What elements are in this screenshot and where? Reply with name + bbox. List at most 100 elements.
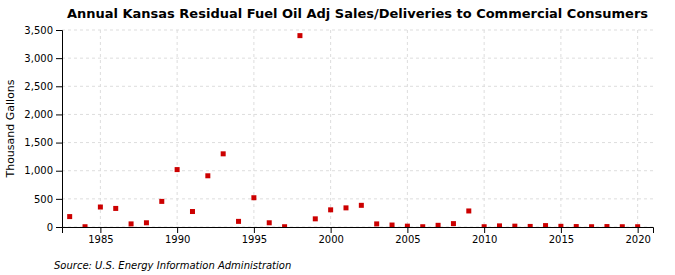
point	[328, 207, 333, 212]
tick-mark	[56, 199, 62, 200]
point	[451, 221, 456, 226]
tick: 1,500	[24, 137, 62, 148]
tick-mark	[561, 227, 562, 233]
tick: 0	[47, 222, 62, 233]
tick: 2,500	[24, 81, 62, 92]
tick-mark	[56, 227, 62, 228]
tick-mark	[56, 86, 62, 87]
points	[67, 33, 640, 227]
title: Annual Kansas Residual Fuel Oil Adj Sale…	[67, 6, 648, 21]
point	[297, 33, 302, 38]
grid-line	[62, 198, 653, 199]
tick-label: 2000	[318, 234, 343, 245]
grid-line	[330, 30, 331, 227]
point	[175, 167, 180, 172]
grid-line	[100, 30, 101, 227]
y-axis: 0 500 1,000 1,500 2,000 2,500 3,000 3,500	[24, 25, 62, 233]
point	[251, 195, 256, 200]
point	[67, 214, 72, 219]
axis-line	[63, 228, 654, 234]
point	[129, 221, 134, 226]
grid-line	[560, 30, 561, 227]
point	[267, 220, 272, 225]
grid-line	[407, 30, 408, 227]
tick: 2005	[395, 227, 420, 245]
tick-label: 2,500	[24, 81, 53, 92]
tick-label: 1995	[242, 234, 267, 245]
tick-mark	[484, 227, 485, 233]
point	[113, 206, 118, 211]
point	[558, 224, 563, 227]
tick: 2010	[472, 227, 497, 245]
tick-label: 1,000	[24, 165, 53, 176]
axis-line	[56, 31, 63, 228]
tick-mark	[56, 171, 62, 172]
tick: 1,000	[24, 165, 62, 176]
tick-label: 0	[47, 222, 53, 233]
tick: 500	[34, 194, 62, 205]
chart: 1985 1990 1995 2000 2005 2010 2015 2020 0 500 1,00…	[0, 0, 675, 275]
tick-label: 2010	[472, 234, 497, 245]
plot-area: 1985 1990 1995 2000 2005 2010 2015 2020 0 500 1,00…	[24, 25, 653, 245]
grid-line	[62, 30, 653, 31]
point	[83, 224, 88, 227]
point	[359, 203, 364, 208]
point	[466, 208, 471, 213]
grid-line	[62, 114, 653, 115]
tick-label: 3,500	[24, 25, 53, 36]
point	[390, 223, 395, 227]
point	[528, 224, 533, 227]
grid-line	[484, 30, 485, 227]
grid-line	[62, 170, 653, 171]
tick-label: 1,500	[24, 137, 53, 148]
point	[159, 199, 164, 204]
tick-label: 2,000	[24, 109, 53, 120]
tick: 1985	[88, 227, 113, 245]
tick-mark	[56, 114, 62, 115]
tick: 2000	[318, 227, 343, 245]
tick-mark	[331, 227, 332, 233]
x-axis: 1985 1990 1995 2000 2005 2010 2015 2020	[63, 227, 654, 245]
tick-label: 500	[34, 194, 53, 205]
grid	[62, 30, 653, 227]
tick-mark	[56, 58, 62, 59]
point	[543, 223, 548, 227]
point	[313, 216, 318, 221]
tick: 1995	[242, 227, 267, 245]
tick-mark	[177, 227, 178, 233]
tick-mark	[407, 227, 408, 233]
tick-label: 2015	[549, 234, 574, 245]
grid-line	[62, 142, 653, 143]
tick: 2020	[625, 227, 650, 245]
tick-mark	[254, 227, 255, 233]
grid-line	[62, 58, 653, 59]
point	[221, 151, 226, 156]
point	[282, 224, 287, 227]
point	[236, 219, 241, 224]
tick: 3,000	[24, 53, 62, 64]
point	[343, 205, 348, 210]
point	[589, 224, 594, 227]
y-axis-label: Thousand Gallons	[4, 79, 17, 178]
tick-label: 2005	[395, 234, 420, 245]
grid-line	[177, 30, 178, 227]
tick-label: 2020	[625, 234, 650, 245]
tick-mark	[100, 227, 101, 233]
point	[405, 224, 410, 227]
point	[205, 173, 210, 178]
tick-mark	[56, 143, 62, 144]
point	[604, 224, 609, 227]
tick: 2015	[549, 227, 574, 245]
grid-line	[637, 30, 638, 227]
point	[374, 221, 379, 226]
point	[497, 223, 502, 227]
tick-mark	[638, 227, 639, 233]
point	[436, 223, 441, 227]
tick: 2,000	[24, 109, 62, 120]
tick-label: 3,000	[24, 53, 53, 64]
point	[420, 224, 425, 227]
point	[512, 224, 517, 227]
point	[98, 205, 103, 210]
tick: 1990	[165, 227, 190, 245]
tick-label: 1985	[88, 234, 113, 245]
